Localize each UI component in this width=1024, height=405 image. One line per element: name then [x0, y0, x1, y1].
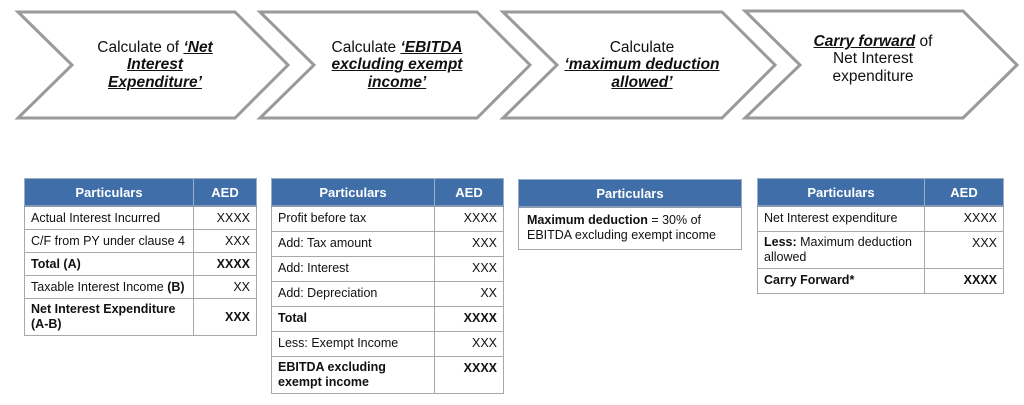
header-particulars: Particulars — [271, 178, 435, 207]
row-label-bold: Less: — [764, 234, 797, 249]
row-label: Actual Interest Incurred — [24, 205, 194, 230]
step-emphasis: ‘maximum deduction allowed’ — [564, 56, 720, 91]
table-row: Less: Exempt Income XXX — [271, 330, 504, 357]
row-label: Net Interest expenditure — [757, 205, 925, 232]
table-row: Add: Tax amount XXX — [271, 230, 504, 257]
row-value: XX — [434, 280, 504, 307]
table-row: Actual Interest Incurred XXXX — [24, 205, 257, 230]
table-row: Carry Forward* XXXX — [757, 267, 1004, 294]
table-row: Total (A) XXXX — [24, 252, 257, 276]
row-label: Net Interest Expenditure (A-B) — [24, 298, 194, 336]
ebitda-table: Particulars AED Profit before tax XXXX Add… — [271, 178, 504, 394]
header-particulars: Particulars — [757, 178, 925, 207]
table-row: EBITDA excluding exempt income XXXX — [271, 355, 504, 394]
header-particulars: Particulars — [24, 178, 194, 207]
step-3-text: Calculate ‘maximum deduction allowed’ — [562, 12, 722, 118]
row-value: XXX — [193, 298, 257, 336]
table-row: Net Interest Expenditure (A-B) XXX — [24, 298, 257, 336]
row-value: XXXX — [434, 355, 504, 394]
step-text: Calculate of — [97, 38, 184, 56]
row-label: Total — [271, 305, 435, 332]
row-value: XXX — [924, 230, 1004, 269]
step-emphasis: ‘EBITDA excluding exempt income’ — [331, 38, 463, 91]
row-value: XX — [193, 275, 257, 299]
row-value: XXXX — [434, 305, 504, 332]
row-value: XXXX — [434, 205, 504, 232]
header-aed: AED — [924, 178, 1004, 207]
row-label: Taxable Interest Income (B) — [24, 275, 194, 299]
header-particulars: Particulars — [518, 179, 742, 208]
row-label: Add: Tax amount — [271, 230, 435, 257]
row-label: Add: Interest — [271, 255, 435, 282]
chevron-step-2 — [256, 10, 533, 120]
step-text: Calculate — [609, 38, 675, 56]
process-chevrons — [14, 9, 1020, 120]
row-value: XXX — [193, 229, 257, 253]
chevron-step-4 — [741, 9, 1020, 120]
row-label-text: Maximum deduction allowed — [764, 234, 912, 264]
header-aed: AED — [434, 178, 504, 207]
row-label: C/F from PY under clause 4 — [24, 229, 194, 253]
carry-forward-table: Particulars AED Net Interest expenditure X… — [757, 178, 1004, 294]
table-row: Maximum deduction = 30% of EBITDA exclud… — [518, 206, 742, 250]
chevron-step-1 — [14, 10, 291, 120]
maximum-deduction-table: Particulars Maximum deduction = 30% of E… — [518, 179, 742, 250]
row-value: XXXX — [924, 205, 1004, 232]
row-label: EBITDA excluding exempt income — [271, 355, 435, 394]
step-4-text: Carry forward of Net Interest expenditur… — [808, 6, 938, 112]
table-row: Add: Depreciation XX — [271, 280, 504, 307]
row-value: XXX — [434, 230, 504, 257]
net-interest-table: Particulars AED Actual Interest Incurred X… — [24, 178, 257, 336]
step-text: of Net Interest expenditure — [832, 32, 933, 85]
row-label: Add: Depreciation — [271, 280, 435, 307]
step-emphasis: Carry forward — [813, 32, 916, 50]
row-label: Less: Exempt Income — [271, 330, 435, 357]
row-label: Profit before tax — [271, 205, 435, 232]
row-label-bold: (B) — [167, 279, 185, 294]
table-row: Taxable Interest Income (B) XX — [24, 275, 257, 299]
step-emphasis: ‘Net Interest Expenditure’ — [108, 38, 213, 91]
chevron-step-3 — [499, 10, 778, 120]
table-row: Profit before tax XXXX — [271, 205, 504, 232]
row-value: XXX — [434, 330, 504, 357]
step-1-text: Calculate of ‘Net Interest Expenditure’ — [85, 12, 225, 118]
row-label: Less: Maximum deduction allowed — [757, 230, 925, 269]
row-label: Total (A) — [24, 252, 194, 276]
step-text: Calculate — [331, 38, 401, 56]
header-aed: AED — [193, 178, 257, 207]
row-value: XXX — [434, 255, 504, 282]
table-row: Total XXXX — [271, 305, 504, 332]
row-value: XXXX — [924, 267, 1004, 294]
row-label-text: Taxable Interest Income — [31, 279, 168, 294]
row-label-text: = 30% of EBITDA excluding exempt income — [527, 213, 716, 242]
step-2-text: Calculate ‘EBITDA excluding exempt incom… — [322, 12, 472, 118]
row-value: XXXX — [193, 205, 257, 230]
row-label: Carry Forward* — [757, 267, 925, 294]
row-label: Maximum deduction = 30% of EBITDA exclud… — [518, 206, 742, 250]
table-row: Add: Interest XXX — [271, 255, 504, 282]
row-value: XXXX — [193, 252, 257, 276]
table-row: Less: Maximum deduction allowed XXX — [757, 230, 1004, 269]
table-row: Net Interest expenditure XXXX — [757, 205, 1004, 232]
table-row: C/F from PY under clause 4 XXX — [24, 229, 257, 253]
row-label-bold: Maximum deduction — [527, 213, 648, 227]
